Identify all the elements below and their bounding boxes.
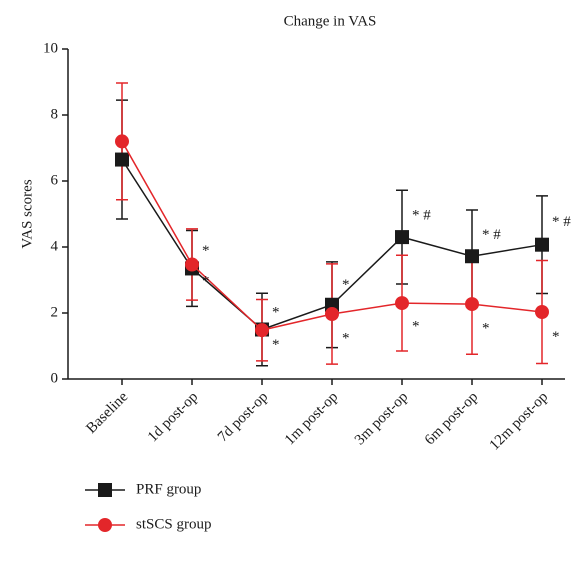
marker <box>115 152 129 167</box>
marker <box>465 249 479 264</box>
marker <box>395 296 409 311</box>
marker <box>325 306 339 321</box>
significance-label: * <box>482 321 490 337</box>
x-tick-label: 12m post-op <box>487 389 552 454</box>
legend-label: stSCS group <box>136 516 211 532</box>
y-tick-label: 2 <box>51 304 59 320</box>
marker <box>535 305 549 320</box>
legend-label: PRF group <box>136 481 201 497</box>
significance-label: * # <box>482 227 501 243</box>
marker <box>185 257 199 272</box>
significance-label: * <box>412 318 420 334</box>
y-tick-label: 0 <box>51 370 59 386</box>
chart-title: Change in VAS <box>284 13 377 29</box>
marker <box>465 297 479 312</box>
significance-label: * <box>202 274 210 290</box>
y-tick-label: 8 <box>51 106 59 122</box>
significance-label: * <box>272 337 280 353</box>
y-tick-label: 6 <box>51 172 59 188</box>
marker <box>255 323 269 338</box>
significance-label: * <box>202 243 210 259</box>
x-tick-label: Baseline <box>83 389 131 437</box>
legend-marker <box>98 483 112 497</box>
y-axis-label: VAS scores <box>19 179 35 248</box>
significance-label: * <box>552 329 560 345</box>
legend-marker <box>98 518 112 532</box>
significance-label: * <box>342 277 350 293</box>
x-tick-label: 3m post-op <box>352 389 411 448</box>
significance-label: * <box>342 331 350 347</box>
x-tick-label: 1d post-op <box>145 389 201 445</box>
marker <box>115 134 129 149</box>
y-tick-label: 10 <box>43 40 58 56</box>
significance-label: * # <box>552 214 571 230</box>
x-tick-label: 7d post-op <box>215 389 271 445</box>
x-tick-label: 6m post-op <box>422 389 481 448</box>
significance-label: * <box>272 305 280 321</box>
marker <box>535 237 549 252</box>
marker <box>395 230 409 245</box>
y-tick-label: 4 <box>51 238 59 254</box>
x-tick-label: 1m post-op <box>282 389 341 448</box>
significance-label: * # <box>412 207 431 223</box>
